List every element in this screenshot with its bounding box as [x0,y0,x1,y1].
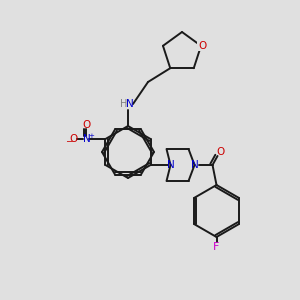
Text: N: N [190,160,198,170]
Text: N: N [126,99,134,109]
Text: H: H [120,99,128,109]
Text: +: + [88,133,94,139]
Text: F: F [213,242,220,252]
Text: −: − [65,136,72,146]
Text: O: O [82,120,91,130]
Text: N: N [167,160,174,170]
Text: O: O [216,147,225,157]
Text: O: O [69,134,78,144]
Text: N: N [82,134,90,144]
Text: O: O [198,41,206,51]
